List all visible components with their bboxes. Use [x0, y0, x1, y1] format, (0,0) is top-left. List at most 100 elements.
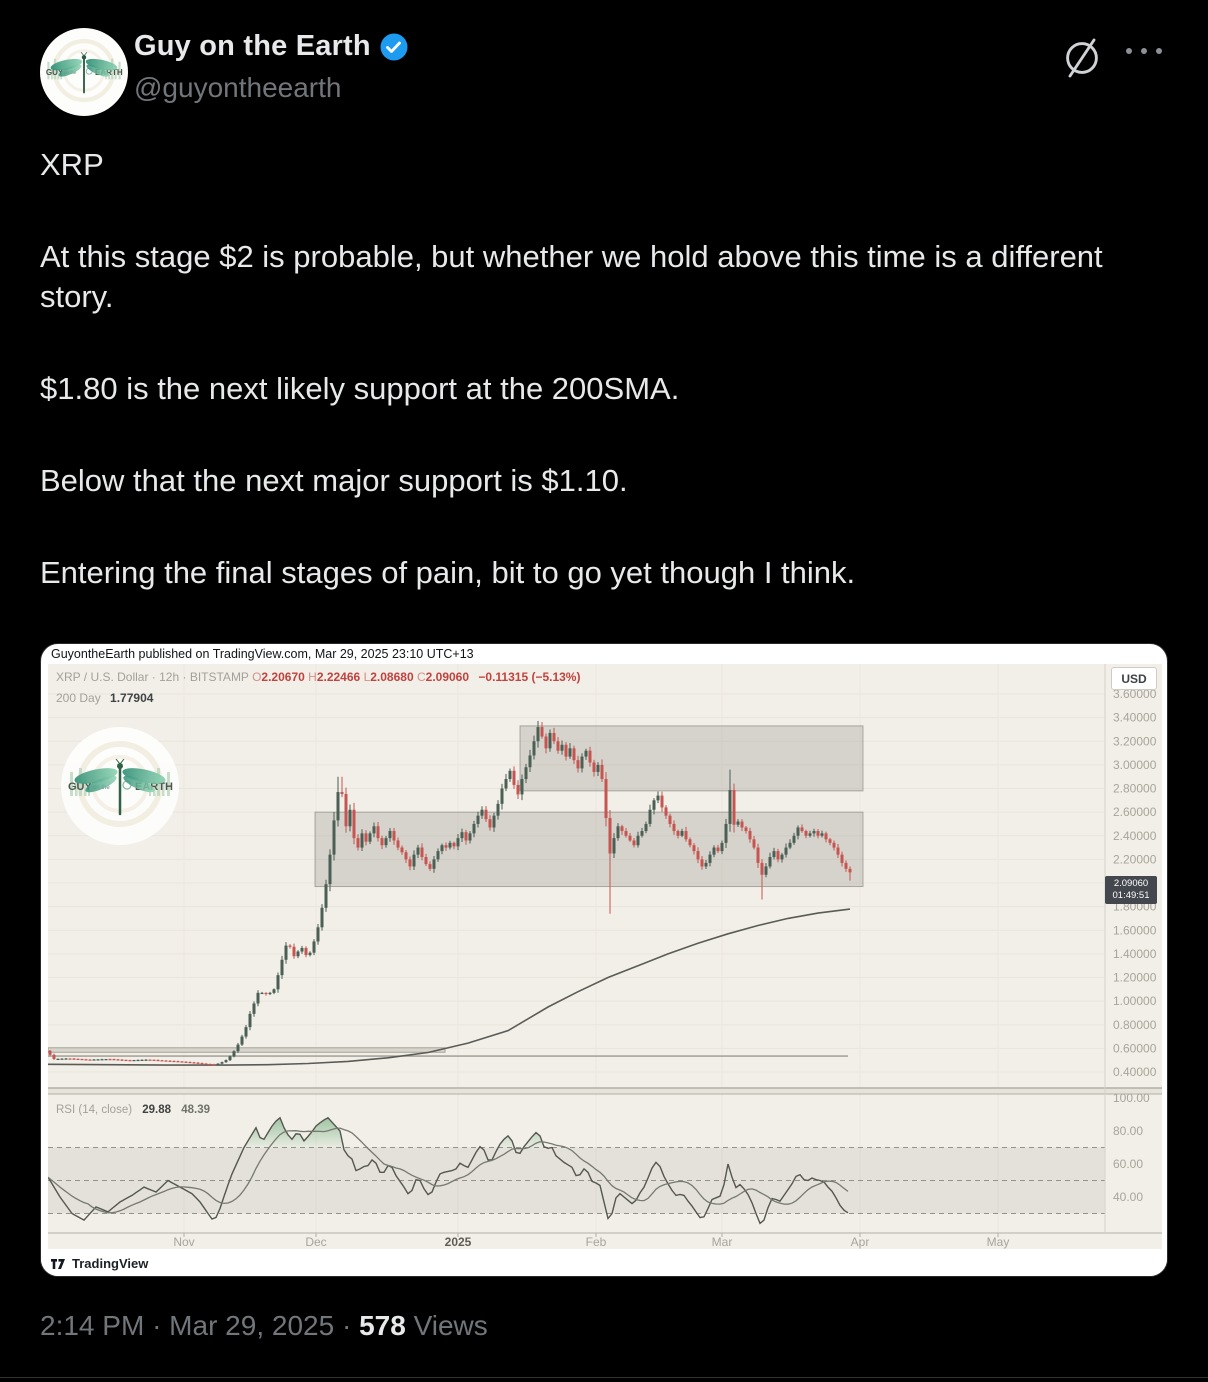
- candle-body: [204, 1063, 208, 1065]
- chart-media-card[interactable]: GuyontheEarth published on TradingView.c…: [40, 643, 1168, 1277]
- candle-body: [536, 727, 540, 742]
- price-tick-label: 2.80000: [1113, 782, 1157, 796]
- candle-body: [616, 826, 620, 839]
- candle-body: [348, 809, 352, 827]
- views-label[interactable]: Views: [413, 1310, 488, 1341]
- open-label: O: [252, 670, 262, 684]
- rsi-band: [48, 1147, 1105, 1214]
- candle-body: [672, 823, 676, 832]
- candle-body: [516, 784, 520, 795]
- candle-body: [844, 862, 848, 869]
- price-tick-label: 1.20000: [1113, 971, 1157, 985]
- candle-body: [440, 845, 444, 852]
- grok-actions-button[interactable]: [1058, 34, 1106, 82]
- candle-body: [160, 1060, 164, 1062]
- candle-body: [284, 945, 288, 960]
- price-tick-label: 1.40000: [1113, 947, 1157, 961]
- chart-watermark-logo: GUY on the EARTH: [60, 726, 180, 846]
- candle-body: [656, 795, 660, 801]
- candle-body: [264, 992, 268, 995]
- sma-value: 1.77904: [110, 691, 154, 705]
- candle-body: [736, 821, 740, 825]
- candle-body: [60, 1058, 64, 1060]
- dot-icon: [1126, 48, 1132, 54]
- candle-body: [144, 1059, 148, 1061]
- candle-body: [544, 736, 548, 749]
- candle-countdown: 01:49:51: [1112, 890, 1150, 901]
- candle-body: [168, 1060, 172, 1062]
- candle-body: [392, 831, 396, 841]
- candle-body: [724, 823, 728, 843]
- candle-body: [816, 831, 820, 836]
- candle-body: [380, 838, 384, 846]
- rsi-ma-value: 48.39: [181, 1104, 211, 1116]
- candle-body: [192, 1062, 196, 1064]
- candle-body: [88, 1059, 92, 1061]
- candle-body: [184, 1061, 188, 1063]
- rsi-tick-label: 100.00: [1113, 1091, 1150, 1105]
- candle-body: [388, 831, 392, 839]
- rsi-label: RSI (14, close): [56, 1104, 133, 1116]
- price-tick-label: 3.60000: [1113, 687, 1157, 701]
- author-handle[interactable]: @guyontheearth: [134, 72, 342, 103]
- candle-body: [220, 1062, 224, 1064]
- currency-toggle-button[interactable]: USD: [1111, 667, 1157, 690]
- candle-body: [700, 859, 704, 867]
- dot-icon: [1141, 48, 1147, 54]
- tweet-text-paragraph: XRP: [40, 147, 104, 182]
- tradingview-logo-icon: [51, 1258, 65, 1269]
- symbol-info-row: XRP / U.S. Dollar · 12h · BITSTAMP O2.20…: [56, 670, 580, 684]
- tweet-divider: [0, 1377, 1208, 1378]
- dragonfly-logo: GUY on the EARTH: [61, 727, 179, 845]
- tweet-text: XRP At this stage $2 is probable, but whe…: [40, 145, 1150, 645]
- tweet-text-paragraph: Entering the final stages of pain, bit t…: [40, 555, 856, 590]
- candle-body: [760, 862, 764, 875]
- candle-body: [252, 1003, 256, 1014]
- candle-body: [180, 1061, 184, 1063]
- candle-body: [532, 741, 536, 756]
- last-price-badge: 2.09060 01:49:51: [1105, 876, 1157, 904]
- grid-lines: [48, 664, 1105, 1233]
- candle-body: [596, 764, 600, 772]
- chart-plot: 3.60000 3.40000 3.20000 3.00000 2.80000 2.600…: [48, 664, 1162, 1249]
- candle-body: [592, 762, 596, 772]
- candle-body: [476, 815, 480, 824]
- tweet-time: 2:14 PM: [40, 1310, 145, 1341]
- candle-body: [288, 945, 292, 947]
- candle-body: [584, 750, 588, 757]
- low-value: 2.08680: [370, 670, 414, 684]
- candle-body: [780, 854, 784, 860]
- avatar[interactable]: GUY on the EARTH: [40, 28, 128, 116]
- author-display-name[interactable]: Guy on the Earth: [134, 30, 371, 62]
- more-menu-button[interactable]: [1126, 48, 1162, 54]
- candle-body: [740, 821, 744, 828]
- candle-body: [840, 854, 844, 863]
- rsi-tick-label: 40.00: [1113, 1190, 1143, 1204]
- candle-body: [784, 847, 788, 855]
- candle-body: [136, 1059, 140, 1062]
- candle-body: [568, 748, 572, 757]
- candle-body: [316, 927, 320, 942]
- price-tick-label: 1.60000: [1113, 923, 1157, 937]
- candle-body: [404, 852, 408, 860]
- candle-body: [292, 946, 296, 957]
- candle-body: [64, 1058, 68, 1060]
- candle-body: [608, 818, 612, 854]
- candle-body: [368, 833, 372, 842]
- candle-body: [836, 847, 840, 855]
- candle-body: [416, 847, 420, 855]
- symbol-title: XRP / U.S. Dollar · 12h · BITSTAMP: [56, 670, 249, 684]
- close-label: C: [416, 670, 426, 684]
- candle-body: [256, 992, 260, 1004]
- candle-body: [296, 951, 300, 957]
- dragonfly-icon: [74, 758, 166, 816]
- candle-body: [796, 827, 800, 836]
- tradingview-brand-text[interactable]: TradingView: [72, 1256, 149, 1271]
- candle-body: [268, 992, 272, 995]
- time-tick-label: May: [987, 1235, 1010, 1249]
- candle-body: [164, 1060, 168, 1062]
- candle-body: [400, 847, 404, 853]
- candle-body: [500, 788, 504, 804]
- candle-body: [576, 760, 580, 769]
- candle-body: [336, 792, 340, 821]
